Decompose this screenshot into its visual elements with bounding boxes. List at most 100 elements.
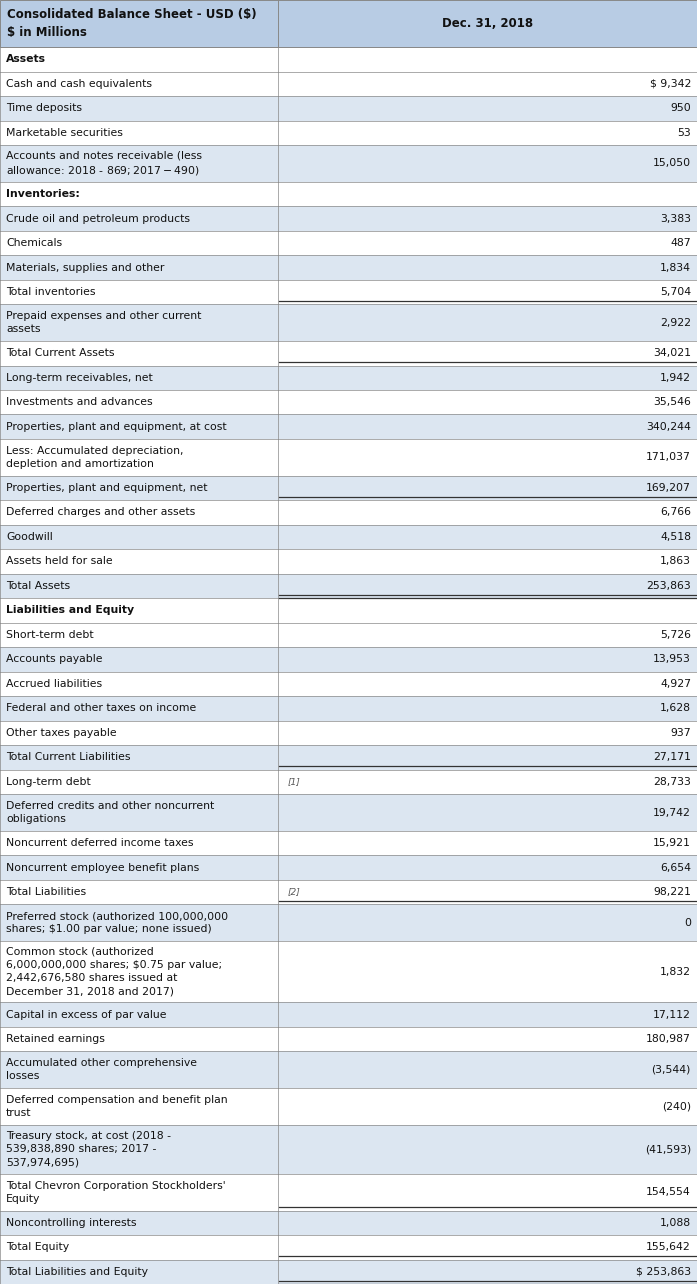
Text: Properties, plant and equipment, net: Properties, plant and equipment, net [6, 483, 208, 493]
Bar [0, 390, 697, 415]
Text: Total inventories: Total inventories [6, 288, 95, 297]
Text: Less: Accumulated depreciation,
depletion and amortization: Less: Accumulated depreciation, depletio… [6, 446, 183, 469]
Text: $ 253,863: $ 253,863 [636, 1267, 691, 1276]
Text: 53: 53 [677, 128, 691, 137]
Bar [0, 574, 697, 598]
Bar [0, 696, 697, 720]
Bar [0, 0, 697, 48]
Text: 34,021: 34,021 [653, 348, 691, 358]
Bar [0, 501, 697, 525]
Text: 1,834: 1,834 [660, 262, 691, 272]
Bar [0, 1088, 697, 1125]
Text: Prepaid expenses and other current
assets: Prepaid expenses and other current asset… [6, 311, 201, 334]
Text: 3,383: 3,383 [660, 213, 691, 223]
Text: Accounts payable: Accounts payable [6, 655, 102, 664]
Text: 950: 950 [671, 103, 691, 113]
Bar [0, 720, 697, 745]
Text: 0: 0 [684, 918, 691, 928]
Bar [0, 550, 697, 574]
Text: 13,953: 13,953 [653, 655, 691, 664]
Text: Total Liabilities: Total Liabilities [6, 887, 86, 898]
Text: 6,766: 6,766 [660, 507, 691, 517]
Text: Long-term debt: Long-term debt [6, 777, 91, 787]
Text: 154,554: 154,554 [646, 1188, 691, 1197]
Text: 15,921: 15,921 [653, 838, 691, 849]
Text: Goodwill: Goodwill [6, 532, 53, 542]
Text: Accrued liabilities: Accrued liabilities [6, 679, 102, 690]
Bar [0, 1125, 697, 1174]
Bar [0, 1235, 697, 1260]
Text: Crude oil and petroleum products: Crude oil and petroleum products [6, 213, 190, 223]
Text: 5,726: 5,726 [660, 630, 691, 639]
Text: Materials, supplies and other: Materials, supplies and other [6, 262, 164, 272]
Bar [0, 280, 697, 304]
Text: Dec. 31, 2018: Dec. 31, 2018 [442, 17, 533, 30]
Text: Preferred stock (authorized 100,000,000
shares; $1.00 par value; none issued): Preferred stock (authorized 100,000,000 … [6, 912, 228, 935]
Text: 340,244: 340,244 [646, 421, 691, 431]
Bar [0, 831, 697, 855]
Bar [0, 672, 697, 696]
Bar [0, 415, 697, 439]
Text: 28,733: 28,733 [653, 777, 691, 787]
Text: 6,654: 6,654 [660, 863, 691, 873]
Bar [0, 1260, 697, 1284]
Text: 171,037: 171,037 [646, 452, 691, 462]
Text: (41,593): (41,593) [645, 1144, 691, 1154]
Text: [1]: [1] [288, 777, 300, 786]
Text: Properties, plant and equipment, at cost: Properties, plant and equipment, at cost [6, 421, 227, 431]
Text: 1,628: 1,628 [660, 704, 691, 714]
Bar [0, 439, 697, 476]
Text: Assets: Assets [6, 54, 46, 64]
Bar [0, 121, 697, 145]
Text: Deferred charges and other assets: Deferred charges and other assets [6, 507, 195, 517]
Bar [0, 941, 697, 1003]
Text: 487: 487 [671, 238, 691, 248]
Text: Noncurrent deferred income taxes: Noncurrent deferred income taxes [6, 838, 194, 849]
Bar [0, 525, 697, 550]
Bar [0, 904, 697, 941]
Text: 1,832: 1,832 [660, 967, 691, 977]
Text: Retained earnings: Retained earnings [6, 1034, 105, 1044]
Bar [0, 1027, 697, 1052]
Bar [0, 231, 697, 256]
Text: 169,207: 169,207 [646, 483, 691, 493]
Text: Accounts and notes receivable (less
allowance: 2018 - $869; 2017 - $490): Accounts and notes receivable (less allo… [6, 150, 202, 177]
Text: 5,704: 5,704 [660, 288, 691, 297]
Text: [2]: [2] [288, 887, 300, 896]
Text: 1,863: 1,863 [660, 556, 691, 566]
Bar [0, 256, 697, 280]
Bar [0, 145, 697, 182]
Text: 98,221: 98,221 [653, 887, 691, 898]
Bar [0, 598, 697, 623]
Text: Total Current Assets: Total Current Assets [6, 348, 114, 358]
Text: 2,922: 2,922 [660, 317, 691, 327]
Text: Capital in excess of par value: Capital in excess of par value [6, 1009, 167, 1019]
Bar [0, 794, 697, 831]
Text: Total Chevron Corporation Stockholders'
Equity: Total Chevron Corporation Stockholders' … [6, 1180, 226, 1204]
Text: Deferred compensation and benefit plan
trust: Deferred compensation and benefit plan t… [6, 1095, 228, 1118]
Bar [0, 96, 697, 121]
Bar [0, 745, 697, 769]
Text: Federal and other taxes on income: Federal and other taxes on income [6, 704, 197, 714]
Bar [0, 1211, 697, 1235]
Bar [0, 342, 697, 366]
Text: Common stock (authorized
6,000,000,000 shares; $0.75 par value;
2,442,676,580 sh: Common stock (authorized 6,000,000,000 s… [6, 946, 222, 996]
Text: Total Current Liabilities: Total Current Liabilities [6, 752, 130, 763]
Text: Time deposits: Time deposits [6, 103, 82, 113]
Bar [0, 1174, 697, 1211]
Text: (3,544): (3,544) [652, 1064, 691, 1075]
Text: Assets held for sale: Assets held for sale [6, 556, 113, 566]
Bar [0, 1052, 697, 1088]
Text: Total Assets: Total Assets [6, 580, 70, 591]
Bar [0, 1003, 697, 1027]
Bar [0, 769, 697, 794]
Text: 253,863: 253,863 [646, 580, 691, 591]
Text: Deferred credits and other noncurrent
obligations: Deferred credits and other noncurrent ob… [6, 801, 214, 824]
Text: 155,642: 155,642 [646, 1242, 691, 1252]
Bar [0, 304, 697, 342]
Text: Marketable securities: Marketable securities [6, 128, 123, 137]
Text: Total Liabilities and Equity: Total Liabilities and Equity [6, 1267, 148, 1276]
Text: Short-term debt: Short-term debt [6, 630, 93, 639]
Text: 17,112: 17,112 [653, 1009, 691, 1019]
Text: Liabilities and Equity: Liabilities and Equity [6, 606, 134, 615]
